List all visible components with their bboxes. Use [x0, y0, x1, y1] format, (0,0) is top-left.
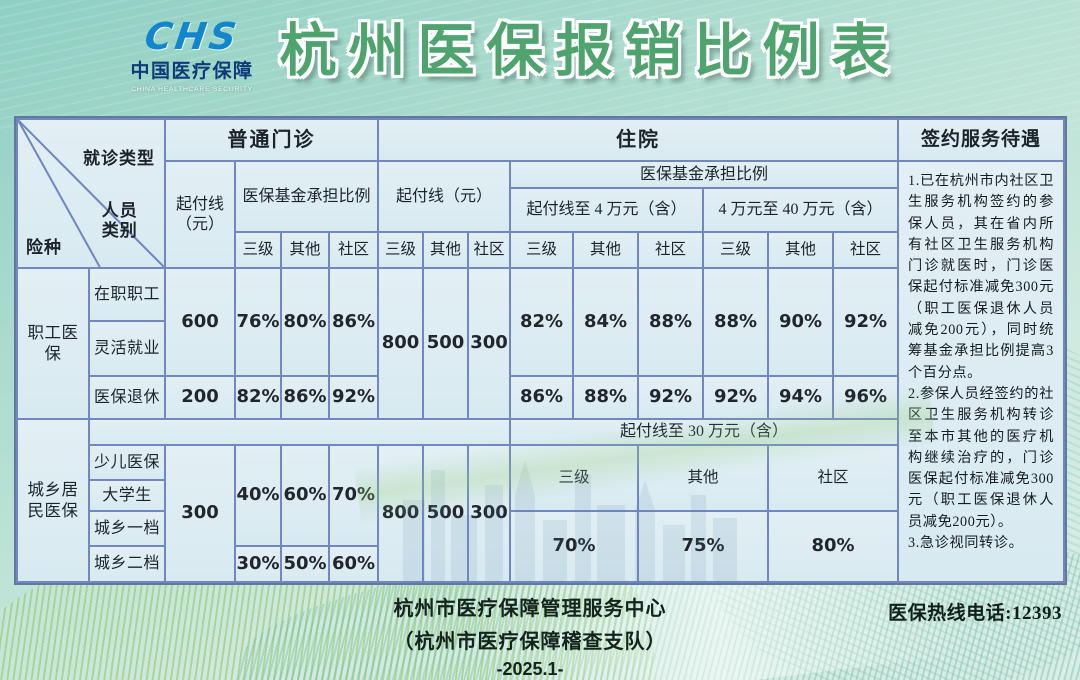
- employee-4w-rate-retired-community: 92%: [639, 377, 702, 418]
- corner-diagonal-lines: [18, 120, 164, 267]
- range40w-tier3-header: 三级: [704, 233, 767, 267]
- chs-logo-name-en: CHINA HEALTHCARE SECURITY: [131, 86, 253, 93]
- outpatient-fund-ratio-header: 医保基金承担比例: [236, 162, 377, 231]
- corner-visit-type-label: 就诊类型: [83, 149, 155, 168]
- resident-outpatient-deductible: 300: [166, 446, 234, 581]
- service-note-3: 3.急诊视同转诊。: [908, 535, 1024, 552]
- resident-inpatient-rate-other: 75%: [639, 512, 767, 581]
- resident-outpatient-rate-tier2-tier3: 30%: [236, 547, 280, 581]
- row-label-flexible-employment: 灵活就业: [90, 322, 164, 375]
- row-label-children: 少儿医保: [90, 446, 164, 479]
- chs-logo: CHS 中国医疗保障 CHINA HEALTHCARE SECURITY: [112, 15, 272, 93]
- corner-person-category-label: 人员类别: [101, 200, 138, 241]
- inpatient-range-4w-header: 起付线至 4 万元（含）: [511, 189, 702, 231]
- resident-insurance-label: 城乡居民医保: [18, 420, 88, 581]
- inpatient-range-40w-header: 4 万元至 40 万元（含）: [704, 189, 897, 231]
- footer-date: -2025.1-: [496, 659, 564, 679]
- resident-inpatient-rate-community: 80%: [769, 512, 897, 581]
- range40w-community-header: 社区: [834, 233, 897, 267]
- outpatient-level-tier3-header: 三级: [236, 233, 280, 267]
- resident-range-30w-header: 起付线至 30 万元（含）: [511, 420, 897, 444]
- employee-40w-rate-active-tier3: 88%: [704, 269, 767, 375]
- range40w-other-header: 其他: [769, 233, 832, 267]
- hotline-number: 医保热线电话:12393: [888, 603, 1062, 624]
- corner-insurance-type-label: 险种: [26, 237, 62, 257]
- range4w-tier3-header: 三级: [511, 233, 572, 267]
- footer-org-line2: （杭州市医疗保障稽查支队）: [393, 631, 667, 653]
- inpatient-deductible-tier3-header: 三级: [379, 233, 422, 267]
- employee-outpatient-rate-retired-tier3: 82%: [236, 377, 280, 418]
- employee-inpatient-deductible-community: 300: [469, 269, 509, 418]
- employee-outpatient-rate-active-community: 86%: [330, 269, 377, 375]
- corner-cell: 就诊类型 人员类别 险种: [18, 120, 164, 267]
- resident-inpatient-deductible-tier3: 800: [379, 446, 422, 581]
- range4w-community-header: 社区: [639, 233, 702, 267]
- employee-40w-rate-active-community: 92%: [834, 269, 897, 375]
- employee-4w-rate-active-other: 84%: [574, 269, 637, 375]
- employee-inpatient-deductible-tier3: 800: [379, 269, 422, 418]
- employee-4w-rate-retired-other: 88%: [574, 377, 637, 418]
- inpatient-deductible-header: 起付线（元）: [379, 162, 509, 231]
- employee-outpatient-rate-active-tier3: 76%: [236, 269, 280, 375]
- service-note-1: 1.已在杭州市内社区卫生服务机构签约的参保人员，其在省内所有社区卫生服务机构门诊…: [908, 173, 1054, 381]
- employee-4w-rate-retired-tier3: 86%: [511, 377, 572, 418]
- employee-outpatient-rate-retired-community: 92%: [330, 377, 377, 418]
- employee-outpatient-deductible-retired: 200: [166, 377, 234, 418]
- resident-inpatient-rate-tier3: 70%: [511, 512, 637, 581]
- service-note-2: 2.参保人员经签约的社区卫生服务机构转诊至本市其他的医疗机构继续治疗的，门诊医保…: [908, 385, 1054, 530]
- chs-logo-abbr: CHS: [142, 15, 242, 58]
- row-label-urban-rural-tier2: 城乡二档: [90, 547, 164, 581]
- resident-outpatient-rate-main-other: 60%: [282, 446, 328, 545]
- employee-40w-rate-active-other: 90%: [769, 269, 832, 375]
- service-notes: 1.已在杭州市内社区卫生服务机构签约的参保人员，其在省内所有社区卫生服务机构门诊…: [899, 162, 1063, 581]
- employee-outpatient-rate-retired-other: 86%: [282, 377, 328, 418]
- resident-level-community-header: 社区: [769, 446, 897, 510]
- footer-organization: 杭州市医疗保障管理服务中心 （杭州市医疗保障稽查支队） -2025.1-: [230, 592, 830, 680]
- footer-org-line1: 杭州市医疗保障管理服务中心: [393, 598, 667, 620]
- chs-logo-name-cn: 中国医疗保障: [130, 61, 254, 82]
- resident-outpatient-rate-tier2-other: 50%: [282, 547, 328, 581]
- resident-inpatient-deductible-other: 500: [424, 446, 467, 581]
- employee-4w-rate-active-tier3: 82%: [511, 269, 572, 375]
- resident-outpatient-rate-tier2-community: 60%: [330, 547, 377, 581]
- reimbursement-table: 就诊类型 人员类别 险种 普通门诊 住院 签约服务待遇 起付线（元） 医保基金承…: [14, 116, 1067, 585]
- outpatient-deductible-header: 起付线（元）: [166, 162, 234, 267]
- resident-level-other-header: 其他: [639, 446, 767, 510]
- outpatient-level-other-header: 其他: [282, 233, 328, 267]
- inpatient-deductible-community-header: 社区: [469, 233, 509, 267]
- employee-40w-rate-retired-other: 94%: [769, 377, 832, 418]
- service-section-header: 签约服务待遇: [899, 120, 1063, 160]
- outpatient-level-community-header: 社区: [330, 233, 377, 267]
- employee-40w-rate-retired-community: 96%: [834, 377, 897, 418]
- range4w-other-header: 其他: [574, 233, 637, 267]
- resident-outpatient-rate-main-community: 70%: [330, 446, 377, 545]
- resident-outpatient-rate-main-tier3: 40%: [236, 446, 280, 545]
- resident-spacer-cell: [90, 420, 509, 444]
- poster-title: 杭州医保报销比例表: [279, 19, 901, 83]
- row-label-active-employee: 在职职工: [90, 269, 164, 320]
- resident-inpatient-deductible-community: 300: [469, 446, 509, 581]
- row-label-college-student: 大学生: [90, 481, 164, 510]
- employee-outpatient-rate-active-other: 80%: [282, 269, 328, 375]
- inpatient-fund-ratio-header: 医保基金承担比例: [511, 162, 897, 187]
- employee-outpatient-deductible-active: 600: [166, 269, 234, 375]
- row-label-urban-rural-tier1: 城乡一档: [90, 512, 164, 545]
- inpatient-deductible-other-header: 其他: [424, 233, 467, 267]
- outpatient-section-header: 普通门诊: [166, 120, 377, 160]
- resident-level-tier3-header: 三级: [511, 446, 637, 510]
- employee-insurance-label: 职工医保: [18, 269, 88, 418]
- row-label-retired: 医保退休: [90, 377, 164, 418]
- employee-inpatient-deductible-other: 500: [424, 269, 467, 418]
- employee-40w-rate-retired-tier3: 92%: [704, 377, 767, 418]
- inpatient-section-header: 住院: [379, 120, 897, 160]
- employee-4w-rate-active-community: 88%: [639, 269, 702, 375]
